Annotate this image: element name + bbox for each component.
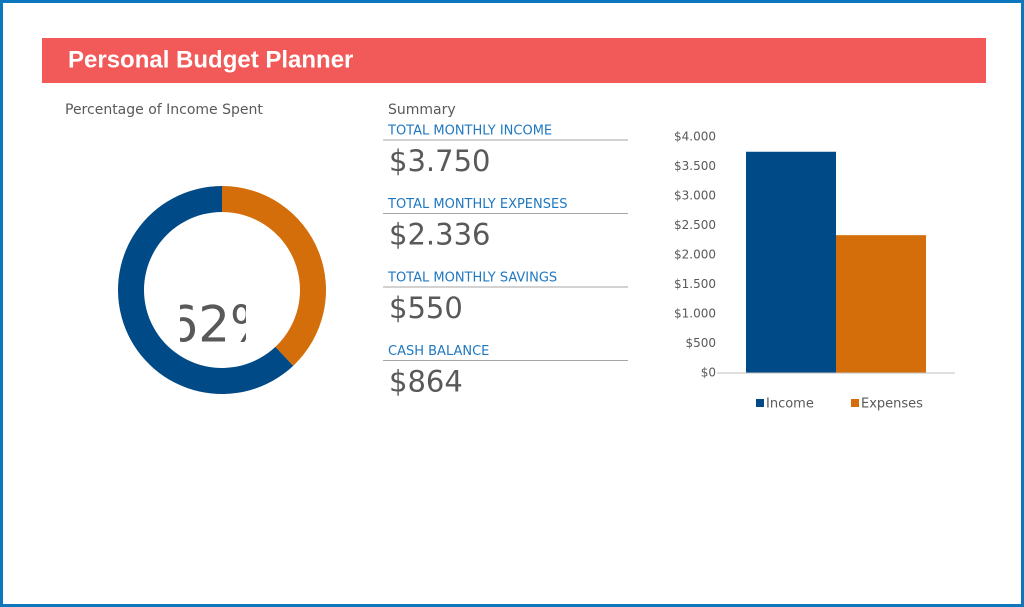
summary-value: $3.750 [389, 144, 490, 178]
summary-label: TOTAL MONTHLY INCOME [387, 124, 552, 139]
y-tick-label: $0 [701, 366, 716, 380]
y-tick-label: $2.500 [674, 218, 716, 232]
header-bar [42, 38, 986, 83]
donut-chart [118, 186, 327, 394]
summary-value: $550 [389, 291, 463, 325]
y-tick-label: $2.000 [674, 248, 716, 262]
summary-value: $864 [389, 365, 463, 399]
y-tick-label: $1.000 [674, 307, 716, 321]
donut-segment [222, 186, 327, 366]
donut-center-label: 62% [166, 296, 277, 354]
summary-title: Summary [388, 102, 456, 118]
header-title: Personal Budget Planner [68, 46, 353, 73]
legend-swatch [756, 399, 764, 407]
summary-label: TOTAL MONTHLY SAVINGS [387, 271, 557, 286]
legend-swatch [851, 399, 859, 407]
legend-label: Expenses [861, 397, 923, 412]
summary-value: $2.336 [389, 218, 490, 252]
y-tick-label: $1.500 [674, 277, 716, 291]
y-tick-label: $4.000 [674, 130, 716, 144]
bar-chart: $0 $500 $1.000 $1.500 $2.000 $2.500 $3.000 $3.5… [674, 130, 955, 412]
legend-label: Income [766, 397, 814, 412]
summary-label: CASH BALANCE [388, 344, 489, 359]
donut-segment [118, 186, 294, 394]
summary: TOTAL MONTHLY INCOME $3.750 TOTAL MONTHLY … [383, 124, 628, 399]
y-tick-label: $3.000 [674, 189, 716, 203]
bar [746, 151, 836, 373]
summary-label: TOTAL MONTHLY EXPENSES [387, 197, 567, 212]
y-tick-label: $500 [685, 336, 716, 350]
bar [836, 235, 926, 373]
donut-title: Percentage of Income Spent [65, 102, 263, 118]
y-tick-label: $3.500 [674, 159, 716, 173]
